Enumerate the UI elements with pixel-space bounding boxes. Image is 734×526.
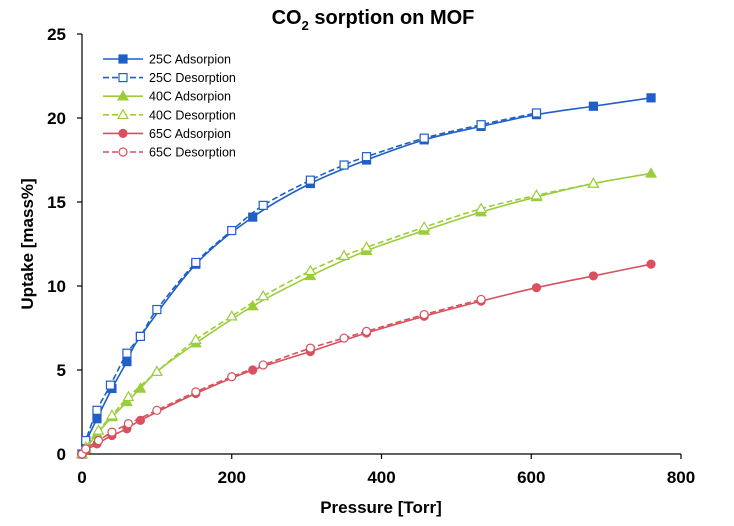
data-point: [587, 177, 600, 188]
data-point: [105, 409, 118, 420]
data-point: [152, 304, 162, 315]
data-point: [81, 444, 91, 454]
data-point: [646, 259, 656, 269]
legend-marker: [118, 72, 128, 83]
data-point: [338, 249, 351, 261]
data-point: [360, 241, 373, 252]
data-point: [475, 202, 488, 213]
series-line: [81, 112, 537, 455]
data-point: [189, 333, 202, 345]
y-tick-label: 25: [47, 25, 66, 44]
chart-title-subscript: 2: [302, 18, 309, 33]
x-axis-label: Pressure [Torr]: [320, 498, 442, 517]
data-point: [646, 93, 656, 103]
legend-label: 40C Desorption: [149, 108, 236, 122]
data-point: [305, 175, 315, 185]
legend-item: 40C Adsorpion: [103, 90, 231, 104]
y-tick-label: 20: [47, 109, 66, 128]
data-point: [588, 101, 598, 111]
data-point: [107, 427, 117, 437]
legend-label: 65C Adsorpion: [149, 127, 231, 141]
series-line: [81, 182, 594, 455]
y-tick-label: 10: [47, 277, 66, 296]
legend-label: 25C Desorption: [149, 71, 236, 85]
data-point: [227, 372, 237, 382]
x-tick-label: 200: [218, 468, 246, 487]
y-tick-label: 5: [57, 361, 66, 380]
data-point: [93, 435, 104, 446]
data-point: [476, 294, 486, 305]
legend-item: 25C Adsorpion: [103, 53, 231, 67]
data-point: [92, 424, 105, 435]
data-point: [339, 160, 349, 170]
data-point: [246, 299, 259, 311]
data-point: [105, 380, 116, 390]
chart-title-suffix: sorption on MOF: [309, 7, 475, 29]
legend-item: 65C Desorption: [103, 146, 236, 160]
data-point: [135, 331, 146, 341]
legend-item: 25C Desorption: [103, 71, 236, 85]
data-point: [258, 360, 268, 370]
data-point: [248, 365, 258, 375]
data-point: [476, 120, 486, 130]
data-point: [191, 387, 201, 397]
y-tick-label: 15: [47, 193, 66, 212]
data-point: [257, 289, 270, 301]
legend-marker: [117, 108, 129, 120]
chart-title-prefix: CO: [272, 7, 302, 29]
axes: 0 200 400 600 800 0 5 10 15 20 25: [47, 25, 695, 487]
data-point: [150, 365, 163, 376]
y-axis-label: Uptake [mass%]: [18, 178, 37, 309]
legend-item: 65C Adsorpion: [103, 127, 231, 141]
legend: 25C Adsorpion 25C Desorption 40C Adsorpion…: [103, 53, 236, 160]
data-point: [122, 348, 132, 358]
data-point: [531, 108, 542, 118]
data-point: [304, 264, 317, 276]
data-point: [152, 405, 162, 415]
data-point: [123, 419, 134, 429]
x-tick-label: 600: [517, 468, 545, 487]
legend-marker: [118, 147, 128, 157]
data-point: [258, 200, 268, 210]
x-tick-label: 0: [77, 468, 86, 487]
data-point: [588, 271, 598, 281]
legend-label: 40C Adsorpion: [149, 90, 231, 104]
legend-label: 65C Desorption: [149, 146, 236, 160]
data-point: [92, 405, 102, 415]
legend-marker: [118, 54, 128, 64]
data-point: [304, 269, 317, 281]
data-point: [361, 326, 372, 336]
data-point: [227, 225, 237, 236]
data-point: [122, 390, 135, 402]
data-point: [134, 382, 147, 393]
chart-title: CO2 sorption on MOF: [272, 7, 475, 33]
x-tick-label: 400: [367, 468, 395, 487]
series-layer: [76, 93, 658, 459]
legend-marker: [117, 89, 129, 101]
legend-item: 40C Desorption: [103, 108, 236, 122]
data-point: [191, 257, 201, 268]
data-point: [418, 220, 431, 232]
data-point: [225, 310, 238, 321]
y-tick-label: 0: [57, 445, 66, 464]
data-point: [530, 189, 543, 200]
data-point: [645, 167, 658, 178]
series-5: [77, 294, 486, 459]
legend-marker: [118, 128, 128, 138]
data-point: [305, 343, 315, 353]
data-point: [361, 152, 372, 162]
legend-label: 25C Adsorpion: [149, 53, 231, 67]
series-line: [81, 172, 652, 455]
data-point: [419, 133, 429, 143]
data-point: [531, 283, 542, 293]
x-tick-label: 800: [667, 468, 695, 487]
data-point: [339, 333, 349, 343]
data-point: [419, 309, 429, 320]
